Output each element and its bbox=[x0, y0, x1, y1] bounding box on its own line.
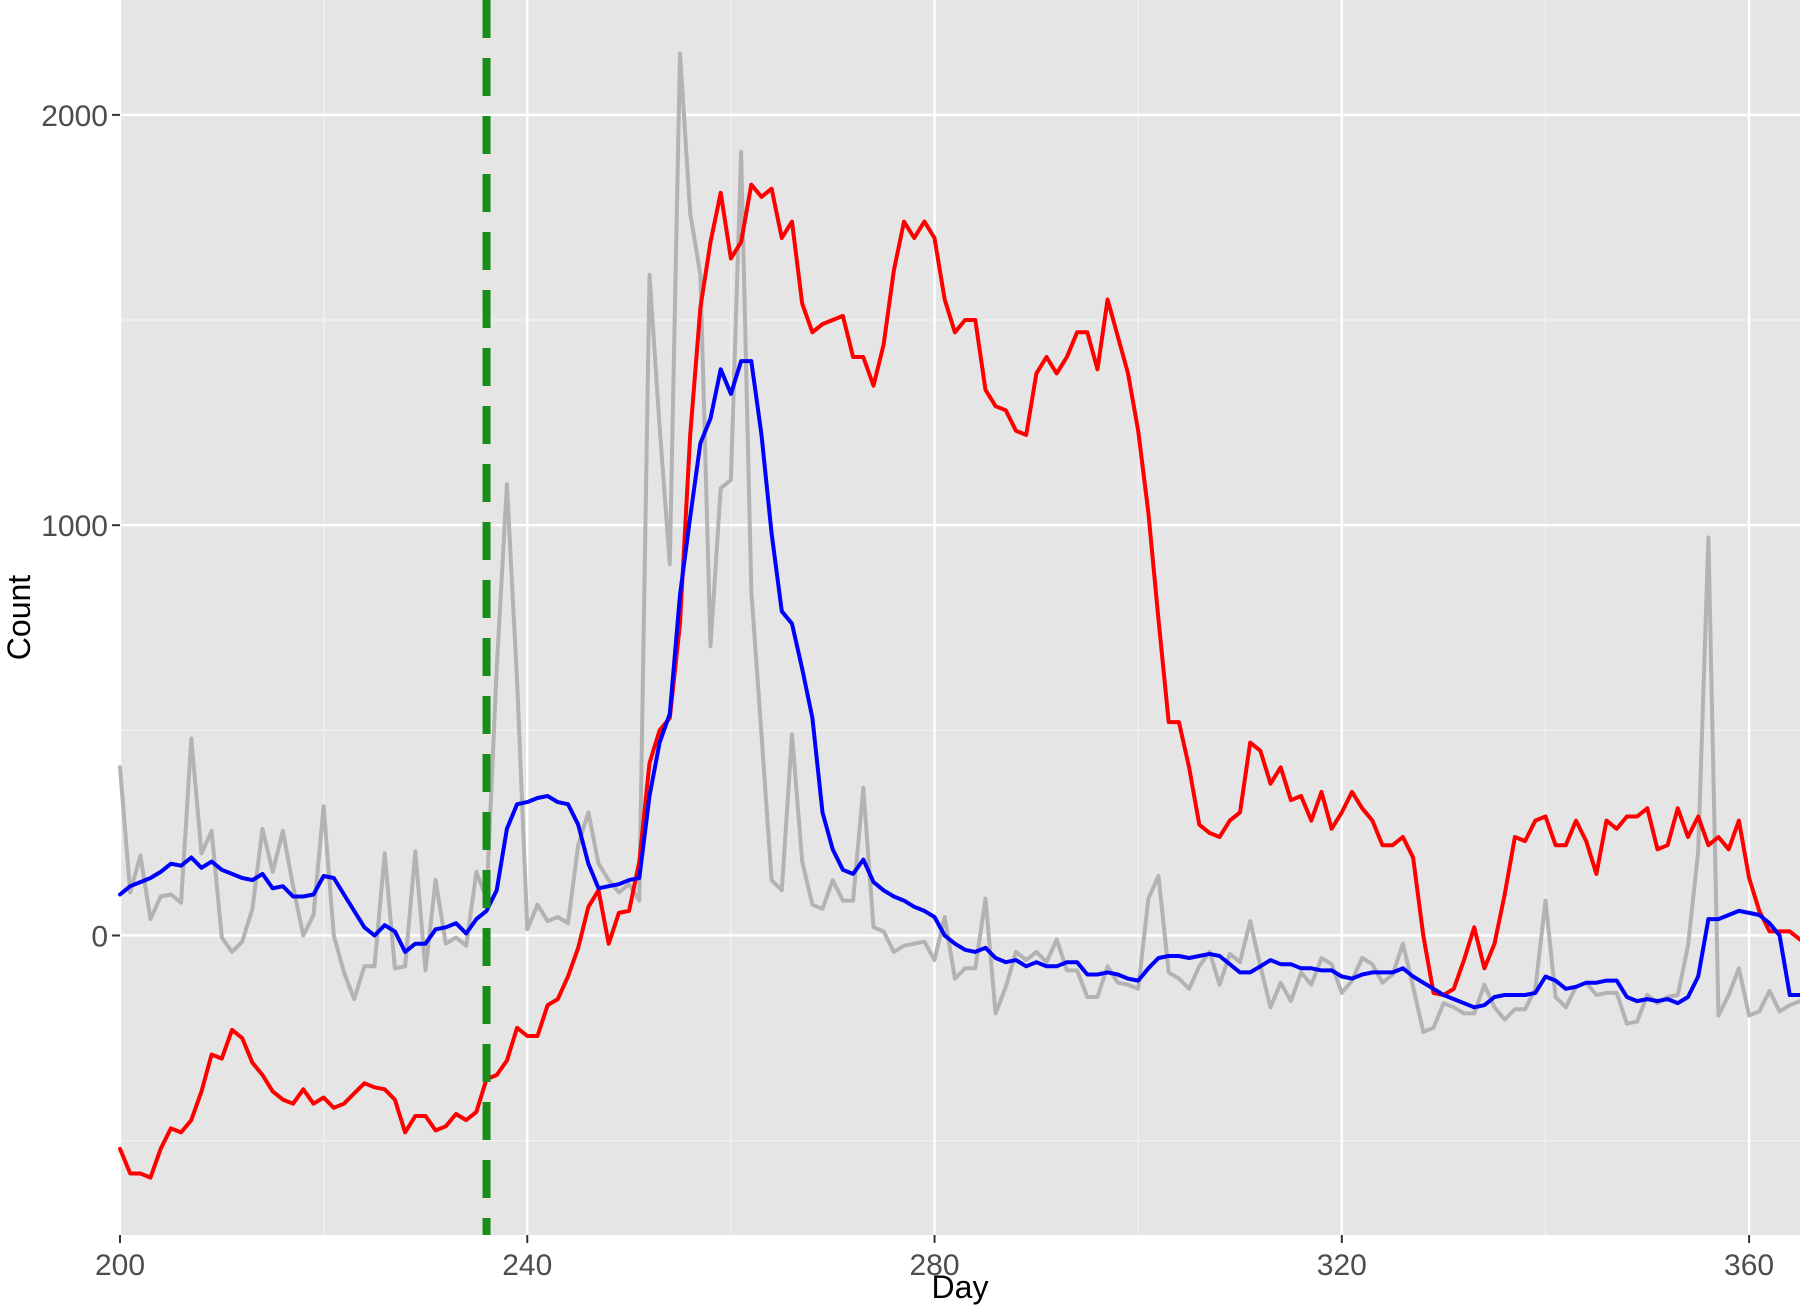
series-line-2 bbox=[118, 182, 1800, 1180]
x-tick-label: 320 bbox=[1317, 1249, 1367, 1282]
x-tick-label: 240 bbox=[502, 1249, 552, 1282]
y-tick-label: 1000 bbox=[41, 510, 108, 543]
x-tick-label: 280 bbox=[910, 1249, 960, 1282]
x-axis-ticks: 200 240 280 320 360 bbox=[95, 1235, 1774, 1282]
series-line-3 bbox=[118, 359, 1800, 1010]
y-tick-label: 2000 bbox=[41, 100, 108, 133]
series-layer bbox=[118, 51, 1800, 1180]
y-axis-title: Count bbox=[1, 575, 37, 661]
plot-panel bbox=[120, 0, 1800, 1235]
y-tick-label: 0 bbox=[91, 920, 108, 953]
y-axis-ticks: 0 1000 2000 bbox=[41, 100, 120, 953]
minor-gridlines bbox=[120, 0, 1800, 1235]
x-tick-label: 200 bbox=[95, 1249, 145, 1282]
major-gridlines bbox=[118, 0, 1800, 1235]
x-axis-title: Day bbox=[932, 1269, 989, 1305]
series-line-1 bbox=[118, 51, 1800, 1034]
x-tick-label: 360 bbox=[1724, 1249, 1774, 1282]
